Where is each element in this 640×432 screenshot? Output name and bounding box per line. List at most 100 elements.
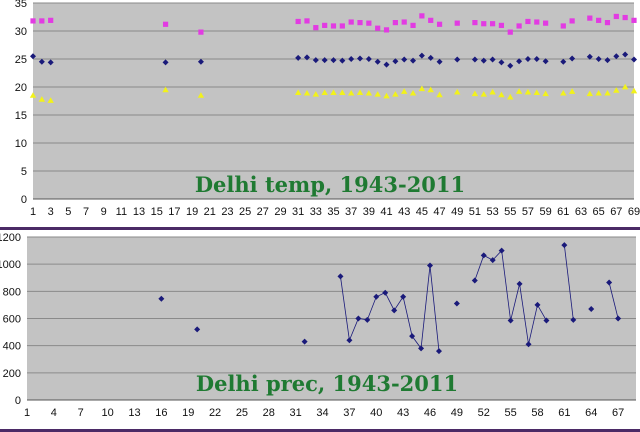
data-point [631,56,637,63]
data-point [346,337,353,344]
data-point [303,54,310,61]
data-point [481,21,487,27]
data-point [38,58,45,65]
data-point [498,59,505,66]
data-point [347,89,355,96]
x-tick-label: 49 [451,206,463,218]
chart-separator [0,227,640,230]
data-point [570,316,577,323]
data-point [568,88,576,94]
data-point [374,58,381,65]
data-point [516,58,523,65]
data-point [339,57,346,64]
series-line [608,282,619,319]
chart-title: Delhi prec, 1943-2011 [196,371,458,396]
data-point [622,14,628,21]
y-tick-label: 35 [15,0,27,10]
x-tick-label: 27 [257,206,269,218]
data-point [418,345,425,352]
data-point [162,59,169,66]
y-tick-label: 5 [21,166,27,178]
data-point [419,13,425,19]
x-tick-label: 64 [585,407,597,419]
data-point [534,301,541,308]
x-tick-label: 10 [101,407,113,419]
data-point [454,20,460,26]
x-tick-label: 63 [575,206,587,218]
x-tick-label: 40 [370,407,382,419]
data-point [410,57,417,64]
data-point [489,88,496,95]
data-point [604,20,611,26]
data-point [356,89,364,95]
data-point [534,19,540,25]
y-tick-label: 20 [15,82,27,94]
x-tick-label: 37 [343,407,355,419]
data-point [454,56,461,63]
x-tick-label: 51 [469,206,481,218]
data-point [542,90,549,97]
data-point [48,17,54,23]
plot-area [33,3,634,199]
data-point [560,23,566,29]
data-point [613,13,619,20]
data-point [427,86,434,93]
data-point [391,307,398,314]
data-point [162,21,169,27]
x-tick-label: 3 [48,206,54,218]
data-point [30,53,36,60]
data-point [453,300,460,307]
x-tick-label: 13 [133,206,145,218]
data-point [543,20,549,26]
data-point [498,22,505,28]
data-point [480,252,487,259]
data-point [507,93,514,100]
data-point [29,92,37,98]
data-point [392,20,398,26]
data-point [471,90,479,97]
x-tick-label: 41 [380,206,392,218]
data-point [339,23,345,29]
data-point [543,317,550,324]
data-point [489,56,496,63]
data-point [427,262,434,269]
x-tick-label: 23 [221,206,233,218]
data-point [348,19,354,25]
data-point [525,341,532,348]
x-tick-label: 29 [274,206,286,218]
x-tick-label: 19 [186,206,198,218]
series-line [563,245,574,320]
data-point [303,89,311,96]
data-point [525,18,531,25]
data-point [515,88,523,94]
data-point [604,89,611,96]
data-point [561,242,568,249]
x-tick-label: 17 [168,206,180,218]
data-point [295,54,302,61]
data-point [47,59,54,66]
data-point [560,58,567,65]
data-point [498,247,505,254]
x-tick-label: 22 [209,407,221,419]
x-tick-label: 28 [263,407,275,419]
x-tick-label: 13 [128,407,140,419]
data-point [498,91,505,98]
data-point [337,273,344,280]
data-point [194,326,201,333]
data-point [436,21,443,27]
data-point [198,29,204,35]
x-tick-label: 52 [478,407,490,419]
data-point [400,293,407,300]
data-point [321,89,328,95]
x-tick-label: 55 [504,407,516,419]
data-point [401,88,408,94]
x-tick-label: 45 [416,206,428,218]
data-point [507,62,514,69]
data-point [365,56,372,62]
data-point [588,305,595,312]
x-tick-label: 35 [327,206,339,218]
x-tick-label: 61 [557,206,569,218]
data-point [524,88,532,95]
data-point [401,56,408,63]
data-point [427,54,434,61]
